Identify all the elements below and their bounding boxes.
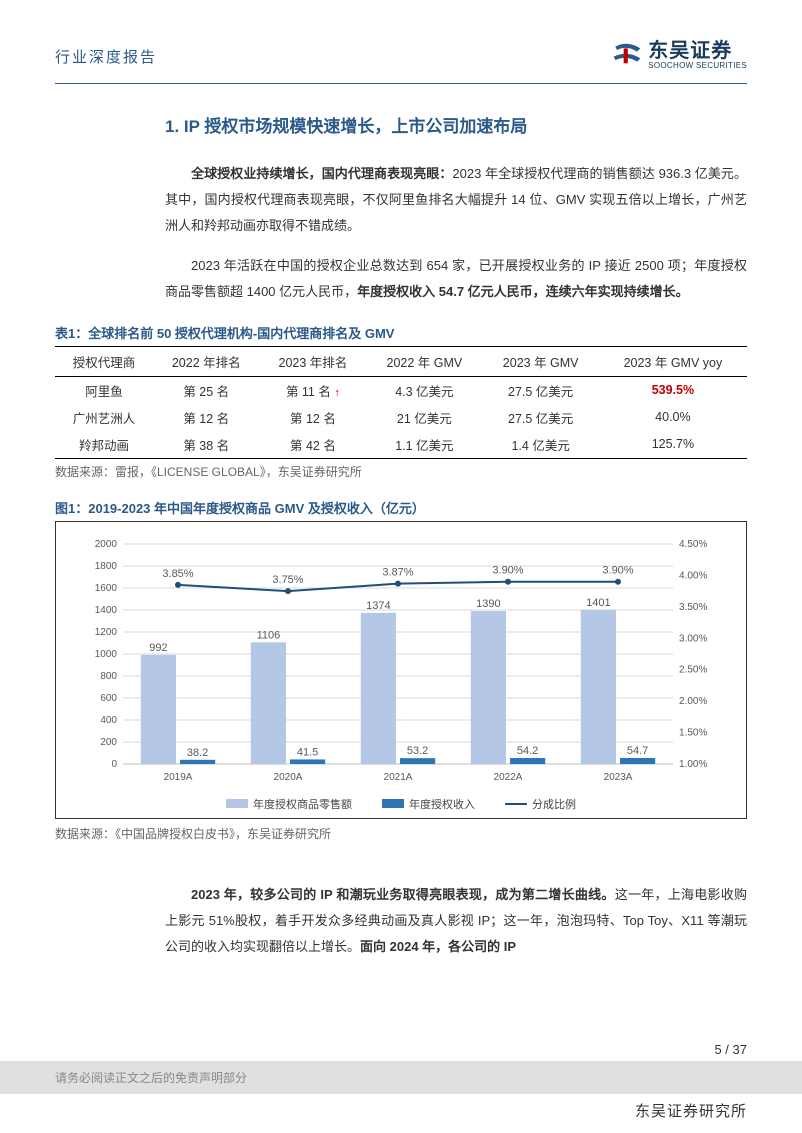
brand-en: SOOCHOW SECURITIES (648, 62, 747, 71)
table-header-cell: 2022 年排名 (153, 346, 260, 376)
figure1-chart: 0 200 400 600 800 1000 1200 1400 1600 1800 2000 1.0… (55, 521, 747, 819)
table-cell: 第 12 名 (260, 404, 367, 431)
svg-text:4.50%: 4.50% (679, 539, 707, 550)
svg-text:3.00%: 3.00% (679, 633, 707, 644)
figure1-source: 数据来源：《中国品牌授权白皮书》，东吴证券研究所 (55, 825, 747, 842)
svg-text:1.50%: 1.50% (679, 727, 707, 738)
svg-text:1.00%: 1.00% (679, 759, 707, 770)
svg-text:1600: 1600 (95, 583, 118, 594)
table1-source: 数据来源：雷报，《LICENSE GLOBAL》，东吴证券研究所 (55, 463, 747, 480)
table-cell: 1.1 亿美元 (366, 431, 482, 459)
page-footer: 5 / 37 请务必阅读正文之后的免责声明部分 东吴证券研究所 (0, 1046, 802, 1133)
figure1-caption: 图1：2019-2023 年中国年度授权商品 GMV 及授权收入（亿元） (55, 498, 747, 517)
table-cell: 125.7% (599, 431, 747, 459)
table-cell: 539.5% (599, 376, 747, 404)
svg-text:0: 0 (111, 759, 117, 770)
svg-text:4.00%: 4.00% (679, 570, 707, 581)
svg-text:3.85%: 3.85% (162, 568, 193, 580)
table-header-cell: 2023 年 GMV yoy (599, 346, 747, 376)
table-cell: 广州艺洲人 (55, 404, 153, 431)
svg-text:1401: 1401 (586, 597, 610, 609)
svg-text:2020A: 2020A (274, 772, 303, 783)
table-header-cell: 授权代理商 (55, 346, 153, 376)
table-cell: 羚邦动画 (55, 431, 153, 459)
svg-text:3.87%: 3.87% (382, 566, 413, 578)
table1-caption: 表1：全球排名前 50 授权代理机构-国内代理商排名及 GMV (55, 323, 747, 342)
paragraph-1: 全球授权业持续增长，国内代理商表现亮眼：2023 年全球授权代理商的销售额达 9… (165, 161, 747, 239)
table-row: 广州艺洲人第 12 名第 12 名21 亿美元27.5 亿美元40.0% (55, 404, 747, 431)
svg-text:1000: 1000 (95, 649, 118, 660)
doc-type-label: 行业深度报告 (55, 40, 157, 67)
table-cell: 第 38 名 (153, 431, 260, 459)
brand-cn: 东吴证券 (648, 40, 747, 62)
page-number: 5 / 37 (0, 1042, 802, 1061)
svg-text:1374: 1374 (366, 600, 390, 612)
legend-line: 分成比例 (505, 796, 576, 812)
svg-text:2.50%: 2.50% (679, 665, 707, 676)
svg-text:2000: 2000 (95, 539, 118, 550)
table-header-cell: 2022 年 GMV (366, 346, 482, 376)
paragraph-2: 2023 年活跃在中国的授权企业总数达到 654 家，已开展授权业务的 IP 接… (165, 253, 747, 305)
svg-text:2.00%: 2.00% (679, 696, 707, 707)
svg-text:600: 600 (100, 693, 117, 704)
table-cell: 第 11 名 ↑ (260, 376, 367, 404)
svg-text:2022A: 2022A (494, 772, 523, 783)
table-cell: 第 25 名 (153, 376, 260, 404)
table-row: 阿里鱼第 25 名第 11 名 ↑4.3 亿美元27.5 亿美元539.5% (55, 376, 747, 404)
table-cell: 阿里鱼 (55, 376, 153, 404)
svg-text:3.90%: 3.90% (602, 565, 633, 577)
svg-text:1800: 1800 (95, 561, 118, 572)
svg-text:3.50%: 3.50% (679, 602, 707, 613)
footer-brand: 东吴证券研究所 (0, 1094, 802, 1133)
svg-text:1400: 1400 (95, 605, 118, 616)
svg-text:41.5: 41.5 (297, 746, 318, 758)
page-header: 行业深度报告 东吴证券 SOOCHOW SECURITIES (55, 40, 747, 84)
brand-logo: 东吴证券 SOOCHOW SECURITIES (612, 40, 747, 71)
table-cell: 1.4 亿美元 (483, 431, 599, 459)
svg-text:800: 800 (100, 671, 117, 682)
chart-svg: 0 200 400 600 800 1000 1200 1400 1600 1800 2000 1.0… (68, 532, 734, 792)
svg-text:1390: 1390 (476, 598, 500, 610)
svg-text:3.75%: 3.75% (272, 574, 303, 586)
table-cell: 27.5 亿美元 (483, 404, 599, 431)
chart-legend: 年度授权商品零售额 年度授权收入 分成比例 (68, 796, 734, 812)
svg-text:400: 400 (100, 715, 117, 726)
svg-text:200: 200 (100, 737, 117, 748)
svg-text:1106: 1106 (257, 629, 281, 641)
svg-text:2023A: 2023A (604, 772, 633, 783)
table-cell: 27.5 亿美元 (483, 376, 599, 404)
section-title: 1. IP 授权市场规模快速增长，上市公司加速布局 (165, 112, 747, 137)
table-cell: 第 42 名 (260, 431, 367, 459)
svg-text:54.2: 54.2 (517, 745, 538, 757)
svg-text:1200: 1200 (95, 627, 118, 638)
table1: 授权代理商2022 年排名2023 年排名2022 年 GMV2023 年 GM… (55, 346, 747, 459)
logo-icon (612, 40, 642, 70)
svg-text:38.2: 38.2 (187, 747, 208, 759)
svg-text:54.7: 54.7 (627, 745, 648, 757)
svg-text:2019A: 2019A (164, 772, 193, 783)
table-cell: 40.0% (599, 404, 747, 431)
svg-text:992: 992 (149, 642, 167, 654)
svg-text:3.90%: 3.90% (492, 565, 523, 577)
svg-text:2021A: 2021A (384, 772, 413, 783)
table-row: 羚邦动画第 38 名第 42 名1.1 亿美元1.4 亿美元125.7% (55, 431, 747, 459)
table-cell: 第 12 名 (153, 404, 260, 431)
table-header-cell: 2023 年 GMV (483, 346, 599, 376)
table-cell: 21 亿美元 (366, 404, 482, 431)
table-header-cell: 2023 年排名 (260, 346, 367, 376)
svg-text:53.2: 53.2 (407, 745, 428, 757)
table-cell: 4.3 亿美元 (366, 376, 482, 404)
legend-bar2: 年度授权收入 (382, 796, 475, 812)
legend-bar1: 年度授权商品零售额 (226, 796, 352, 812)
paragraph-3: 2023 年，较多公司的 IP 和潮玩业务取得亮眼表现，成为第二增长曲线。这一年… (165, 882, 747, 960)
disclaimer: 请务必阅读正文之后的免责声明部分 (0, 1061, 802, 1094)
